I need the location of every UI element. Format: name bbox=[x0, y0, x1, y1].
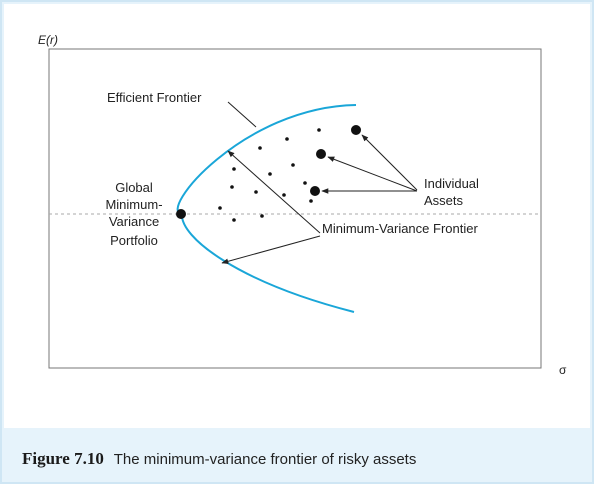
individual-assets-label: Individual Assets bbox=[424, 176, 479, 208]
plot-frame bbox=[48, 48, 542, 369]
frontier-curve bbox=[176, 104, 357, 313]
min-variance-frontier-label: Minimum-Variance Frontier bbox=[322, 221, 478, 236]
highlighted-asset bbox=[351, 125, 361, 135]
figure-caption: Figure 7.10 The minimum-variance frontie… bbox=[22, 449, 416, 469]
arrow-to-asset bbox=[361, 134, 418, 191]
y-axis-label: E(r) bbox=[38, 33, 58, 47]
gmv-label: Global Minimum- Variance Portfolio bbox=[105, 180, 162, 248]
asset-dot bbox=[309, 199, 313, 203]
asset-dot bbox=[285, 137, 289, 141]
highlighted-asset bbox=[316, 149, 326, 159]
asset-dot bbox=[317, 128, 321, 132]
asset-dots bbox=[218, 128, 321, 222]
arrow-to-asset bbox=[327, 156, 418, 192]
gmv-label-line: Global bbox=[115, 180, 153, 195]
caption-text: The minimum-variance frontier of risky a… bbox=[113, 451, 417, 468]
efficient-frontier-pointer bbox=[227, 101, 257, 128]
asset-dot bbox=[260, 214, 264, 218]
asset-dot bbox=[218, 206, 222, 210]
figure-panel bbox=[4, 4, 590, 428]
asset-dot bbox=[291, 163, 295, 167]
asset-dot bbox=[258, 146, 262, 150]
asset-dot bbox=[303, 181, 307, 185]
arrow-to-frontier-lower bbox=[221, 235, 321, 265]
asset-dot bbox=[268, 172, 272, 176]
gmv-label-line: Variance bbox=[109, 214, 159, 229]
asset-dot bbox=[232, 218, 236, 222]
asset-dot bbox=[254, 190, 258, 194]
highlighted-asset bbox=[310, 186, 320, 196]
individual-assets-label-line: Assets bbox=[424, 193, 464, 208]
x-axis-label: σ bbox=[559, 363, 567, 377]
gmv-point bbox=[176, 209, 186, 219]
asset-dot bbox=[230, 185, 234, 189]
individual-assets-label-line: Individual bbox=[424, 176, 479, 191]
asset-dot bbox=[232, 167, 236, 171]
gmv-label-line: Portfolio bbox=[110, 233, 158, 248]
figure-number: Figure 7.10 bbox=[22, 449, 104, 468]
asset-dot bbox=[282, 193, 286, 197]
arrow-to-frontier-upper bbox=[227, 150, 321, 234]
efficient-frontier-label: Efficient Frontier bbox=[107, 90, 202, 105]
gmv-label-line: Minimum- bbox=[105, 197, 162, 212]
